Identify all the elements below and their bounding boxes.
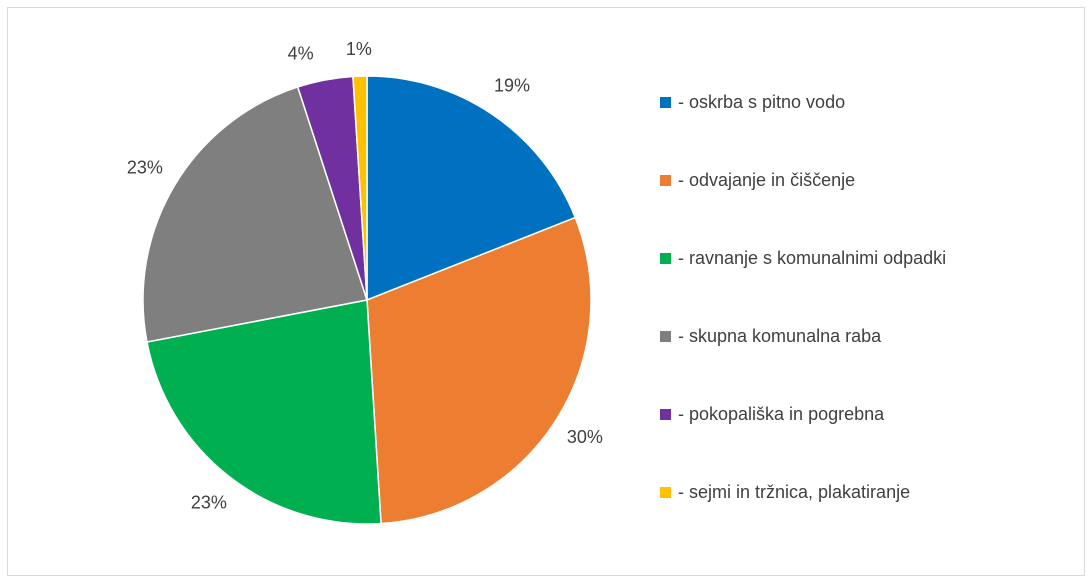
legend-label: - skupna komunalna raba <box>678 326 882 346</box>
pie-slice <box>142 86 368 343</box>
data-label: 23% <box>191 493 227 513</box>
legend-label: - odvajanje in čiščenje <box>678 170 855 190</box>
legend-swatch <box>660 487 671 498</box>
pie-slice <box>146 299 382 525</box>
legend-swatch <box>660 409 671 420</box>
legend-swatch <box>660 253 671 264</box>
data-label: 19% <box>494 75 530 95</box>
data-label: 4% <box>288 43 314 63</box>
legend-label: - pokopališka in pogrebna <box>678 404 885 424</box>
pie-slice <box>352 75 368 301</box>
data-label: 23% <box>127 157 163 177</box>
legend-label: - oskrba s pitno vodo <box>678 92 845 112</box>
legend-swatch <box>660 175 671 186</box>
legend-label: - ravnanje s komunalnimi odpadki <box>678 248 946 268</box>
pie-slice <box>366 75 577 302</box>
pie-slice <box>366 216 592 525</box>
legend-swatch <box>660 331 671 342</box>
data-label: 30% <box>567 427 603 447</box>
legend-label: - sejmi in tržnica, plakatiranje <box>678 482 910 502</box>
legend-swatch <box>660 97 671 108</box>
data-label: 1% <box>346 39 372 59</box>
